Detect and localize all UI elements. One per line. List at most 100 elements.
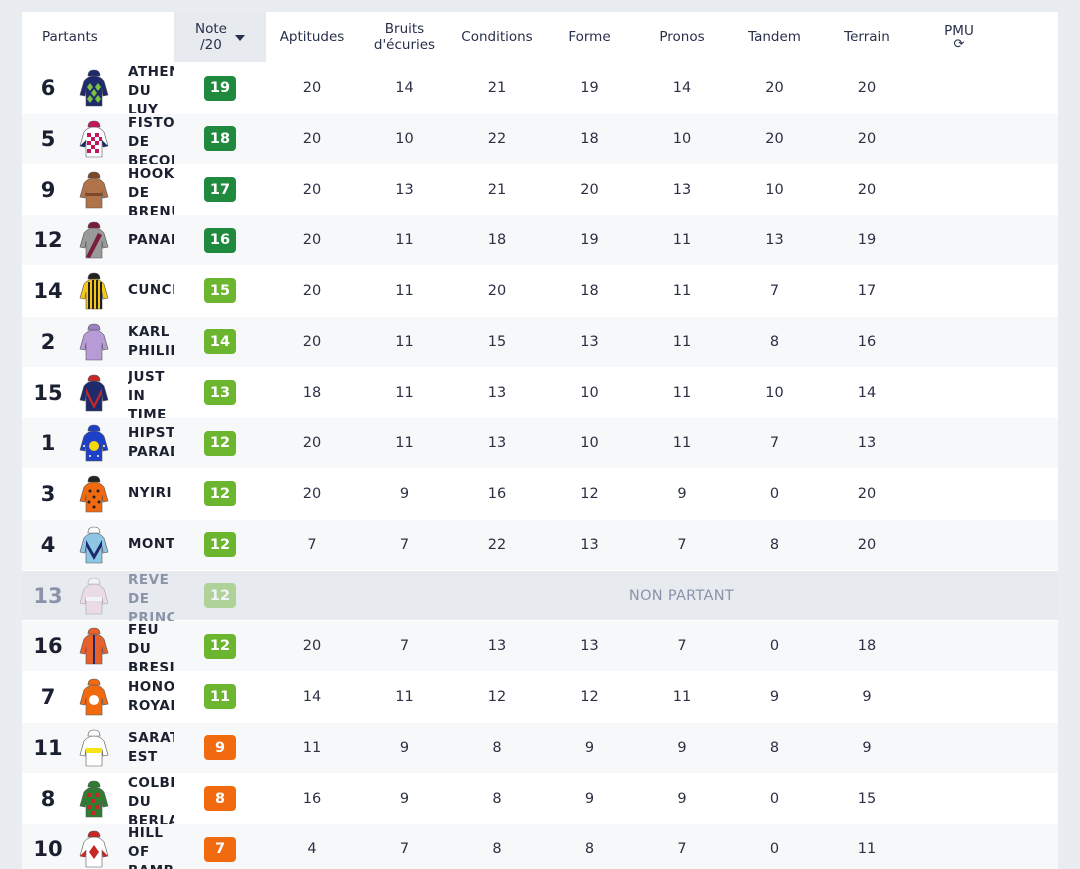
runner-identity: HILL OF BAMBOO xyxy=(74,824,174,869)
runner-name[interactable]: FISTON DE BECON xyxy=(128,114,174,164)
row-details-chevron-icon[interactable]: › xyxy=(1005,486,1058,501)
pronos-value: 11 xyxy=(672,282,692,299)
forme-value: 13 xyxy=(580,638,599,655)
runner-name[interactable]: CUNCERTO xyxy=(128,282,174,299)
note-cell: 11 xyxy=(174,684,266,710)
runner-name[interactable]: KARL PHILIPPE xyxy=(128,323,174,359)
table-row[interactable]: 8 COLBERT DU BERLAIS 8 16 9 8 9 9 0 15 › xyxy=(22,772,1058,824)
table-row[interactable]: 3 NYIRI 12 20 9 16 12 9 0 20 › xyxy=(22,468,1058,519)
header-conditions[interactable]: Conditions xyxy=(461,29,533,45)
header-pronos[interactable]: Pronos xyxy=(659,29,705,45)
runner-name[interactable]: HILL OF BAMBOO xyxy=(128,825,174,869)
table-row[interactable]: 10 HILL OF BAMBOO 7 4 7 8 8 7 0 11 › xyxy=(22,823,1058,869)
table-row[interactable]: 11 SARATOGA EST 9 11 9 8 9 9 8 9 › xyxy=(22,721,1058,773)
refresh-icon[interactable]: ⟳ xyxy=(953,37,965,52)
runner-name[interactable]: HIPSTER PARADISE xyxy=(128,425,174,461)
table-row[interactable]: 9 HOOKER DE BRENUS 17 20 13 21 20 13 10 20 › xyxy=(22,163,1058,215)
note-badge: 11 xyxy=(204,684,236,710)
header-terrain[interactable]: Terrain xyxy=(844,29,890,45)
aptitudes-value: 20 xyxy=(302,232,322,249)
table-row[interactable]: 5 FISTON DE BECON 18 20 10 22 18 10 20 20 › xyxy=(22,112,1058,164)
terrain-value: 19 xyxy=(857,232,877,249)
note-badge: 7 xyxy=(204,836,236,862)
pronos-value: 9 xyxy=(677,790,687,807)
table-row[interactable]: 14 CUNCERTO 15 20 11 20 18 11 7 17 › xyxy=(22,265,1058,316)
table-row[interactable]: 4 MONTABE 12 7 7 22 13 7 8 20 › xyxy=(22,518,1058,570)
row-details-chevron-icon[interactable]: › xyxy=(1005,791,1058,806)
terrain-value: 11 xyxy=(857,841,877,858)
header-bruits[interactable]: Bruits d'écuries xyxy=(358,21,451,53)
tandem-value: 9 xyxy=(769,688,780,705)
row-details-chevron-icon[interactable]: › xyxy=(1005,81,1058,96)
tandem-value: 10 xyxy=(765,181,784,198)
row-details-chevron-icon[interactable]: › xyxy=(1005,436,1058,451)
table-row[interactable]: 16 FEU DU BRESIL 12 20 7 13 13 7 0 18 › xyxy=(22,620,1058,671)
forme-value: 19 xyxy=(580,80,599,96)
aptitudes-value: 16 xyxy=(302,790,322,807)
note-badge: 12 xyxy=(204,532,236,558)
forme-value: 8 xyxy=(584,841,595,858)
row-details-chevron-icon[interactable]: › xyxy=(1005,842,1058,857)
terrain-value: 9 xyxy=(862,688,872,705)
runner-name[interactable]: SARATOGA EST xyxy=(128,729,174,765)
row-details-chevron-icon[interactable]: › xyxy=(1005,182,1058,197)
runner-name[interactable]: ATHENA DU LUY xyxy=(128,64,174,113)
runner-identity: ATHENA DU LUY xyxy=(74,63,174,113)
forme-value: 9 xyxy=(584,790,595,807)
row-details-chevron-icon[interactable]: › xyxy=(1005,131,1058,146)
row-details-chevron-icon[interactable]: › xyxy=(1005,689,1058,704)
row-details-chevron-icon[interactable]: › xyxy=(1005,385,1058,400)
pronos-value: 9 xyxy=(677,485,687,502)
table-row[interactable]: 13 REVE DE PRINCE 12 NON PARTANT xyxy=(22,569,1058,621)
runner-name[interactable]: FEU DU BRESIL xyxy=(128,622,174,672)
conditions-value: 22 xyxy=(487,130,507,147)
header-pmu[interactable]: PMU ⟳ xyxy=(913,23,1005,51)
terrain-value: 13 xyxy=(857,435,877,452)
runner-number: 16 xyxy=(33,634,63,659)
runner-name[interactable]: NYIRI xyxy=(128,485,173,502)
pronos-value: 7 xyxy=(677,841,687,858)
tandem-value: 13 xyxy=(765,232,784,249)
table-row[interactable]: 2 KARL PHILIPPE 14 20 11 15 13 11 8 16 › xyxy=(22,315,1058,367)
table-row[interactable]: 1 HIPSTER PARADISE 12 20 11 13 10 11 7 13 › xyxy=(22,417,1058,468)
header-forme[interactable]: Forme xyxy=(568,29,611,45)
terrain-value: 15 xyxy=(857,790,877,807)
row-details-chevron-icon[interactable]: › xyxy=(1005,233,1058,248)
header-aptitudes[interactable]: Aptitudes xyxy=(279,29,345,45)
runner-number: 15 xyxy=(33,380,63,405)
row-details-chevron-icon[interactable]: › xyxy=(1005,334,1058,349)
tandem-value: 0 xyxy=(769,485,780,502)
conditions-value: 8 xyxy=(492,841,502,858)
header-tandem[interactable]: Tandem xyxy=(748,29,801,45)
note-cell: 12 xyxy=(174,430,266,456)
runner-name[interactable]: HOOKER DE BRENUS xyxy=(128,165,174,215)
row-details-chevron-icon[interactable]: › xyxy=(1005,537,1058,552)
aptitudes-value: 4 xyxy=(307,841,317,858)
table-row[interactable]: 12 PANAREA 16 20 11 18 19 11 13 19 › xyxy=(22,214,1058,265)
runner-identity: HOOKER DE BRENUS xyxy=(74,165,174,215)
table-row[interactable]: 15 JUST IN TIME BLUE 13 18 11 13 10 11 10 14 › xyxy=(22,366,1058,418)
runner-name[interactable]: COLBERT DU BERLAIS xyxy=(128,774,174,824)
aptitudes-value: 20 xyxy=(302,333,322,350)
header-partants: Partants xyxy=(42,29,98,45)
runner-name[interactable]: MONTABE xyxy=(128,536,174,553)
table-row[interactable]: 6 ATHENA DU LUY 19 20 14 21 19 14 20 20 › xyxy=(22,62,1058,113)
runner-name[interactable]: PANAREA xyxy=(128,231,174,248)
note-cell: 19 xyxy=(174,75,266,101)
runner-number: 14 xyxy=(33,278,63,303)
bruits-value: 7 xyxy=(399,536,410,553)
forme-value: 13 xyxy=(580,333,599,350)
note-cell: 17 xyxy=(174,177,266,202)
row-details-chevron-icon[interactable]: › xyxy=(1005,283,1058,298)
row-details-chevron-icon[interactable]: › xyxy=(1005,740,1058,755)
header-note-sort[interactable]: Note/20 xyxy=(174,21,266,53)
note-cell: 18 xyxy=(174,126,266,152)
runner-name[interactable]: REVE DE PRINCE xyxy=(128,571,174,621)
terrain-value: 20 xyxy=(857,181,877,198)
sort-down-icon[interactable] xyxy=(234,35,245,41)
row-details-chevron-icon[interactable]: › xyxy=(1005,639,1058,654)
jockey-silk-icon xyxy=(78,424,110,462)
runner-name[interactable]: JUST IN TIME BLUE xyxy=(128,368,167,418)
